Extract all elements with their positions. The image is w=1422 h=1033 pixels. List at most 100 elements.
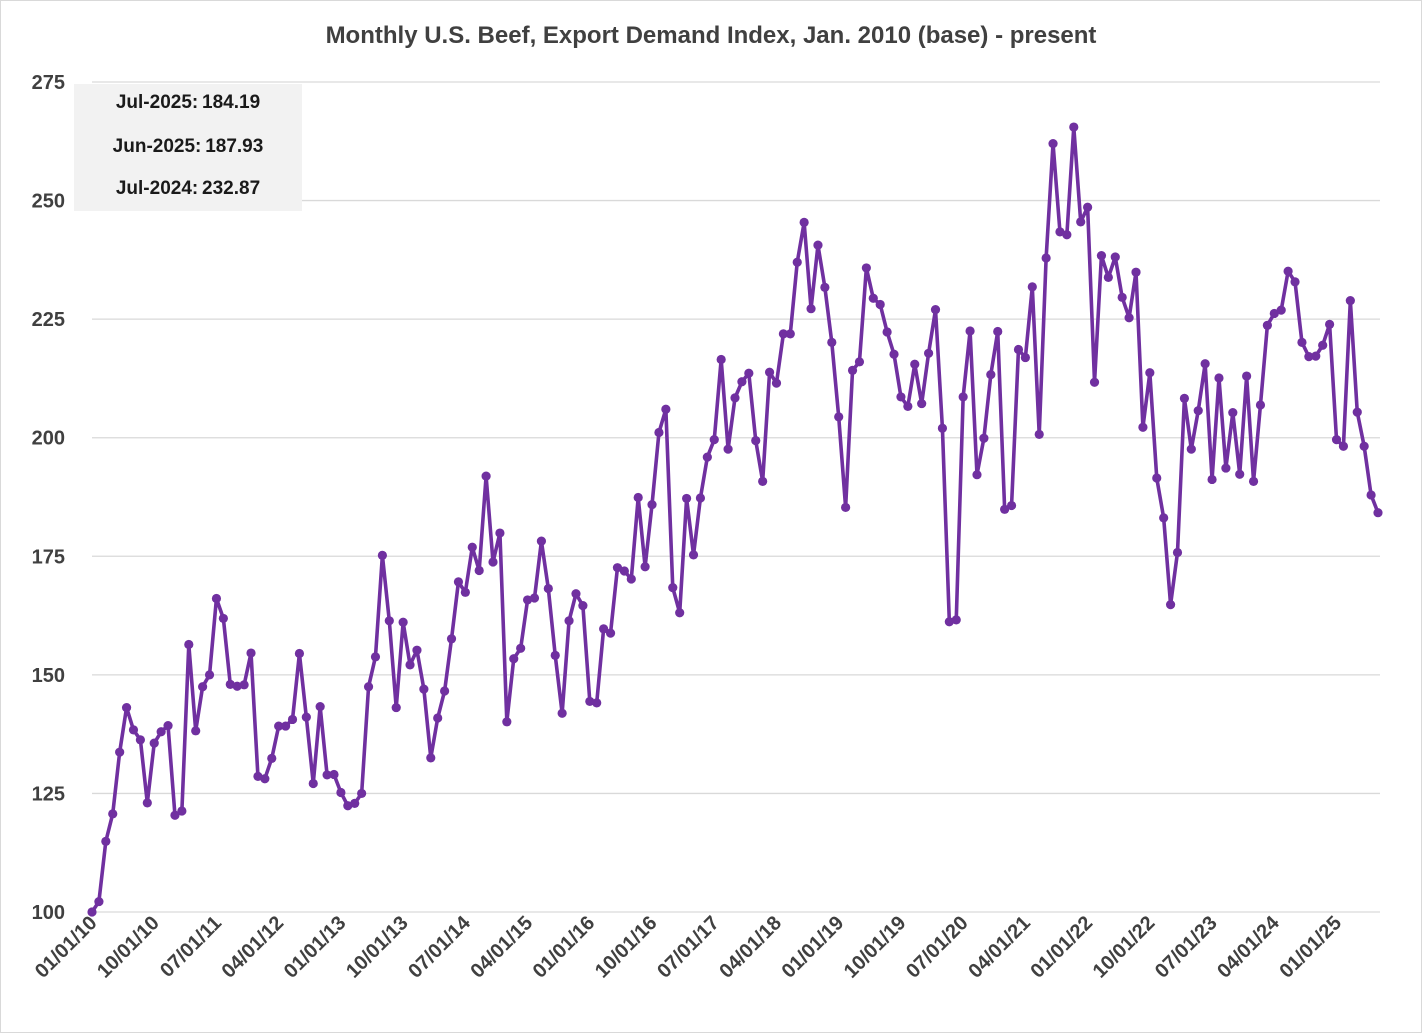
data-point bbox=[370, 652, 381, 662]
annotation-value: 232.87 bbox=[202, 178, 261, 199]
data-point bbox=[433, 713, 443, 723]
data-point bbox=[1248, 476, 1259, 486]
data-point bbox=[280, 721, 291, 731]
data-point bbox=[751, 435, 761, 446]
data-point bbox=[965, 326, 975, 336]
data-point bbox=[336, 787, 346, 798]
data-point bbox=[799, 217, 809, 227]
data-point bbox=[1013, 344, 1024, 355]
annotation-jun-2025: Jun-2025: 187.93 bbox=[74, 136, 302, 158]
data-point bbox=[979, 433, 989, 443]
data-point bbox=[87, 907, 97, 917]
data-point bbox=[695, 493, 706, 503]
data-point bbox=[785, 329, 795, 339]
data-point bbox=[723, 444, 733, 454]
data-point bbox=[930, 305, 941, 315]
y-tick-label: 125 bbox=[32, 783, 65, 805]
y-tick-label: 150 bbox=[32, 665, 65, 687]
data-point bbox=[529, 593, 540, 603]
data-point bbox=[1027, 282, 1037, 292]
data-point bbox=[1165, 600, 1176, 610]
data-point bbox=[944, 617, 954, 627]
data-point bbox=[1242, 371, 1252, 381]
data-point bbox=[1020, 352, 1030, 363]
series-line-layer bbox=[90, 125, 1380, 914]
x-axis-tick-labels: 01/01/1010/01/1007/01/1104/01/1201/01/13… bbox=[31, 911, 1346, 982]
chart-title: Monthly U.S. Beef, Export Demand Index, … bbox=[325, 22, 1097, 49]
y-tick-label: 250 bbox=[32, 191, 65, 213]
data-point bbox=[923, 348, 934, 358]
x-tick-label: 10/01/22 bbox=[1089, 912, 1160, 983]
data-point bbox=[1138, 422, 1148, 432]
data-point bbox=[426, 753, 436, 763]
data-point bbox=[211, 593, 222, 604]
data-point bbox=[163, 721, 173, 731]
y-tick-label: 275 bbox=[32, 72, 65, 94]
data-point bbox=[868, 293, 878, 303]
data-point bbox=[1062, 230, 1072, 240]
data-point bbox=[232, 681, 242, 691]
data-point bbox=[543, 583, 553, 594]
data-point bbox=[177, 806, 187, 816]
data-point bbox=[882, 327, 892, 337]
data-point bbox=[1373, 508, 1383, 518]
data-point bbox=[702, 452, 712, 462]
series-line bbox=[90, 125, 1380, 914]
data-point bbox=[156, 727, 166, 737]
data-point bbox=[578, 601, 588, 611]
x-tick-label: 07/01/20 bbox=[902, 912, 973, 983]
data-point bbox=[557, 708, 567, 718]
x-tick-label: 01/01/22 bbox=[1027, 912, 1098, 983]
data-point bbox=[170, 810, 180, 820]
data-point bbox=[246, 648, 256, 658]
data-point bbox=[142, 798, 152, 808]
data-point bbox=[1235, 469, 1245, 479]
data-point bbox=[1255, 400, 1266, 410]
data-point bbox=[308, 778, 318, 789]
y-tick-label: 100 bbox=[32, 902, 65, 924]
data-point bbox=[1076, 217, 1086, 227]
data-point bbox=[599, 624, 609, 634]
data-point bbox=[1083, 202, 1093, 212]
x-tick-label: 10/01/19 bbox=[840, 912, 911, 983]
y-axis-tick-labels: 100 125 150 175 200 225 250 275 bbox=[32, 72, 65, 924]
data-point bbox=[1228, 407, 1238, 418]
data-point bbox=[1110, 252, 1120, 262]
data-point bbox=[467, 542, 477, 552]
data-point bbox=[834, 412, 844, 422]
data-point bbox=[571, 589, 581, 599]
data-point bbox=[398, 617, 408, 627]
data-point bbox=[682, 493, 692, 504]
x-tick-label: 10/01/16 bbox=[591, 912, 662, 983]
data-point bbox=[101, 836, 111, 846]
data-point bbox=[1269, 308, 1279, 319]
y-tick-label: 200 bbox=[32, 428, 65, 450]
data-point bbox=[605, 628, 616, 638]
data-point bbox=[149, 738, 159, 748]
data-point bbox=[1366, 490, 1376, 500]
x-tick-label: 04/01/18 bbox=[715, 912, 786, 983]
data-point bbox=[412, 645, 422, 655]
data-point bbox=[1359, 441, 1369, 451]
data-point bbox=[536, 536, 547, 546]
data-point bbox=[1124, 313, 1134, 323]
data-point bbox=[225, 679, 235, 689]
data-point bbox=[274, 721, 284, 731]
data-point bbox=[218, 613, 228, 624]
data-point bbox=[384, 616, 394, 626]
data-point bbox=[329, 769, 339, 780]
data-point bbox=[847, 365, 858, 375]
data-point bbox=[1034, 429, 1044, 439]
data-point bbox=[820, 282, 830, 292]
data-point bbox=[1283, 266, 1293, 276]
data-point bbox=[343, 801, 353, 811]
data-point bbox=[301, 712, 311, 722]
data-point bbox=[806, 304, 816, 314]
x-tick-label: 04/01/21 bbox=[964, 912, 1035, 983]
data-point bbox=[115, 747, 125, 757]
data-point bbox=[391, 702, 401, 713]
x-tick-label: 10/01/10 bbox=[93, 912, 164, 983]
data-point bbox=[1006, 500, 1017, 511]
data-point bbox=[460, 587, 470, 597]
